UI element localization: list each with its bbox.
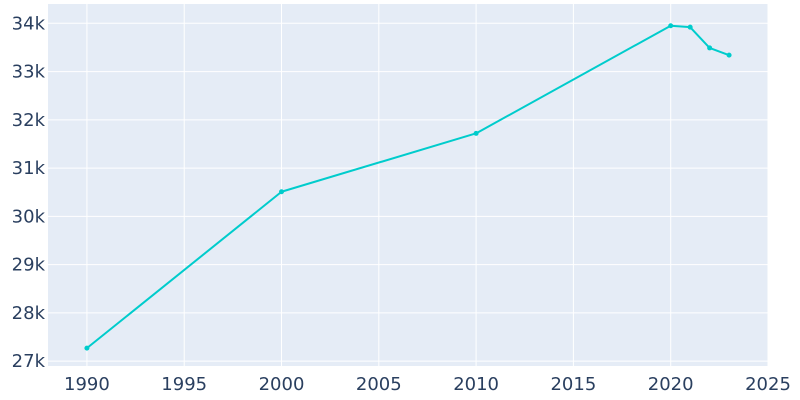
x-tick-label: 2015 [550,374,596,395]
y-tick-label: 32k [12,110,46,131]
x-tick-label: 2025 [745,374,791,395]
plot-area [48,4,768,366]
y-tick-label: 33k [12,62,46,83]
y-tick-label: 31k [12,158,46,179]
data-point [84,345,90,351]
y-tick-label: 34k [12,13,46,34]
data-point [687,24,693,30]
x-axis-ticks: 1990 1995 2000 2005 2010 2015 2020 2025 [64,374,791,395]
data-point [473,130,479,136]
y-axis-ticks: 27k 28k 29k 30k 31k 32k 33k 34k [12,13,46,372]
data-point [279,189,285,195]
series-layer [84,23,732,351]
x-tick-label: 2005 [356,374,402,395]
y-tick-label: 29k [12,255,46,276]
y-tick-label: 27k [12,351,46,372]
x-tick-label: 2010 [453,374,499,395]
x-tick-label: 2000 [259,374,305,395]
data-point [668,23,674,29]
y-tick-label: 28k [12,303,46,324]
gridlines [48,4,769,366]
x-tick-label: 2020 [648,374,694,395]
y-tick-label: 30k [12,206,46,227]
x-tick-label: 1995 [161,374,207,395]
data-point [726,52,732,58]
data-point [707,45,713,51]
x-tick-label: 1990 [64,374,110,395]
